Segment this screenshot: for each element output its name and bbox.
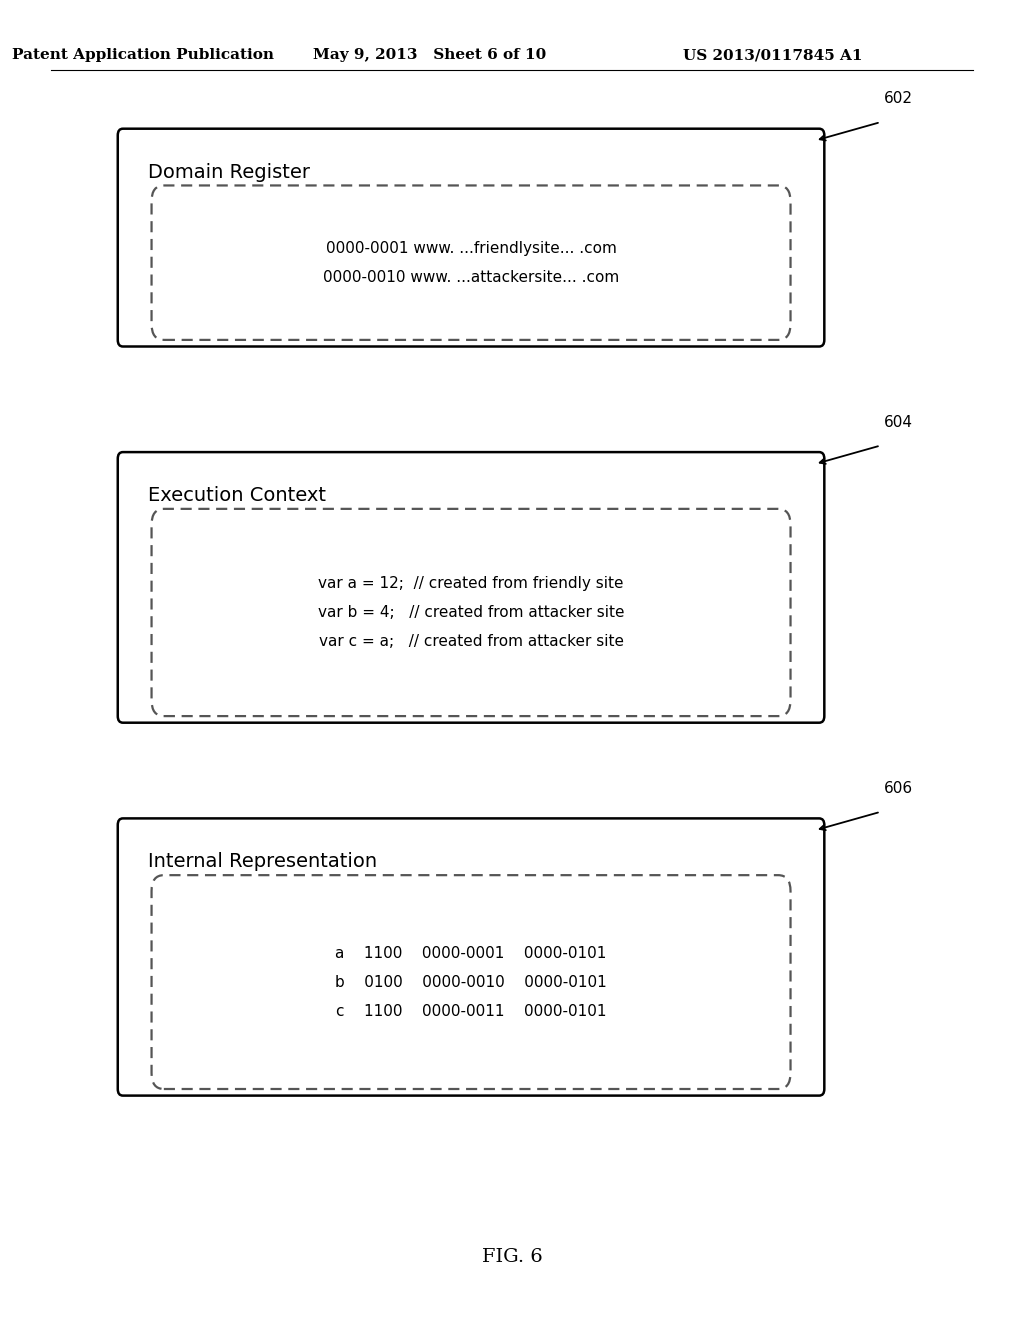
Text: var a = 12;  // created from friendly site: var a = 12; // created from friendly sit… [318,576,624,591]
Text: May 9, 2013   Sheet 6 of 10: May 9, 2013 Sheet 6 of 10 [313,49,547,62]
Text: Domain Register: Domain Register [148,162,310,182]
Text: c    1100    0000-0011    0000-0101: c 1100 0000-0011 0000-0101 [336,1003,606,1019]
Text: Execution Context: Execution Context [148,486,327,506]
Text: 0000-0001 www. ...friendlysite... .com: 0000-0001 www. ...friendlysite... .com [326,240,616,256]
FancyBboxPatch shape [152,186,791,341]
Text: US 2013/0117845 A1: US 2013/0117845 A1 [683,49,863,62]
Text: FIG. 6: FIG. 6 [481,1247,543,1266]
Text: 602: 602 [884,91,912,107]
Text: 0000-0010 www. ...attackersite... .com: 0000-0010 www. ...attackersite... .com [323,269,620,285]
Text: 604: 604 [884,414,912,429]
FancyBboxPatch shape [152,508,791,715]
Text: var b = 4;   // created from attacker site: var b = 4; // created from attacker site [317,605,625,620]
FancyBboxPatch shape [152,875,791,1089]
FancyBboxPatch shape [118,129,824,347]
Text: a    1100    0000-0001    0000-0101: a 1100 0000-0001 0000-0101 [335,945,607,961]
Text: 606: 606 [884,781,912,796]
Text: Patent Application Publication: Patent Application Publication [12,49,274,62]
Text: Internal Representation: Internal Representation [148,853,378,871]
FancyBboxPatch shape [118,818,824,1096]
Text: var c = a;   // created from attacker site: var c = a; // created from attacker site [318,634,624,649]
FancyBboxPatch shape [118,451,824,722]
Text: b    0100    0000-0010    0000-0101: b 0100 0000-0010 0000-0101 [335,974,607,990]
